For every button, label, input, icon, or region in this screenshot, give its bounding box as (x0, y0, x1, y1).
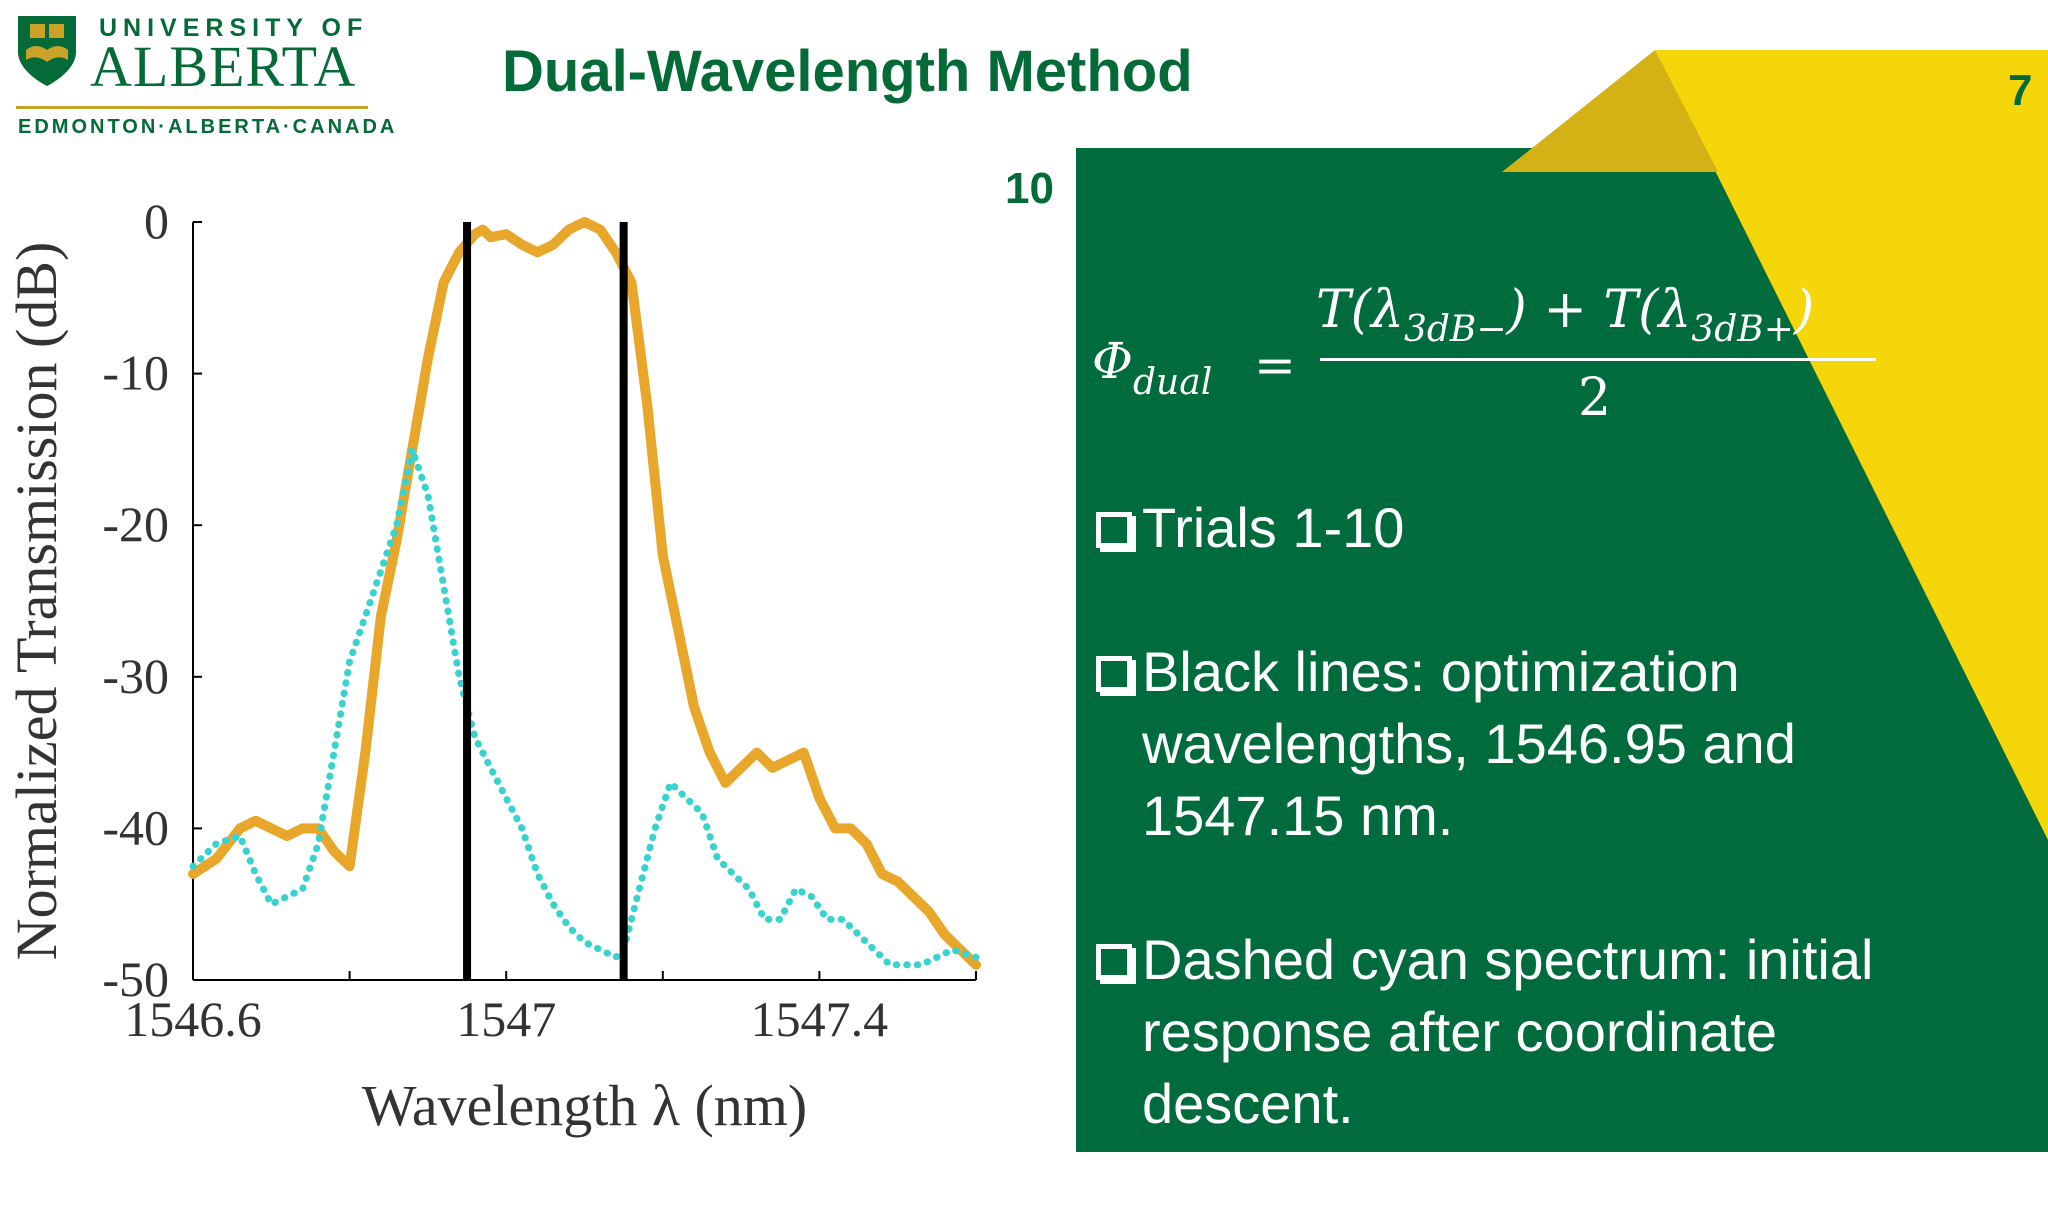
chart-series (188, 217, 981, 970)
y-tick-label: 0 (144, 193, 169, 249)
equation-denominator: 2 (1578, 368, 1612, 428)
y-tick-label: -10 (102, 345, 169, 401)
chart-axes (192, 221, 977, 981)
orange-solid-series (188, 217, 981, 970)
logo-university-of: UNIVERSITY OF (99, 14, 369, 42)
chart-vlines (463, 222, 628, 980)
bullet-text: Dashed cyan spectrum: initial response a… (1142, 928, 1874, 1135)
fraction-bar (1320, 358, 1876, 361)
bullet-text: Black lines: optimization wavelengths, 1… (1142, 640, 1796, 847)
logo-alberta: ALBERTA (90, 34, 357, 99)
checkbox-bullet-icon (1096, 944, 1132, 980)
y-tick-label: -50 (102, 951, 169, 1007)
x-tick-label: 1547 (456, 991, 556, 1047)
equals-sign: = (1254, 336, 1296, 394)
y-tick-label: -20 (102, 496, 169, 552)
bullet-item: Black lines: optimization wavelengths, 1… (1094, 636, 1994, 852)
equation-numerator: T(λ3dB−) + T(λ3dB+) (1316, 280, 1815, 350)
logo-divider (16, 106, 368, 109)
y-tick-label: -40 (102, 799, 169, 855)
num-sub-2: 3dB+ (1691, 309, 1794, 350)
yellow-triangle (1655, 50, 2048, 840)
phi-subscript: dual (1133, 362, 1213, 403)
page-number: 7 (2008, 66, 2033, 115)
num-part-3: ) (1793, 280, 1815, 340)
gold-triangle (1502, 50, 1718, 172)
dual-equation: Φdual = T(λ3dB−) + T(λ3dB+) 2 (1092, 270, 1892, 440)
num-sub-1: 3dB− (1403, 309, 1507, 350)
slide-title: Dual-Wavelength Method (502, 39, 1193, 104)
checkbox-bullet-icon (1096, 656, 1132, 692)
university-logo[interactable]: UNIVERSITY OF ALBERTA EDMONTON·ALBERTA·C… (12, 10, 394, 140)
bullet-text: Trials 1-10 (1142, 496, 1405, 559)
y-tick-label: -30 (102, 648, 169, 704)
checkbox-bullet-icon (1096, 512, 1132, 548)
x-tick-label: 1546.6 (124, 991, 262, 1047)
num-part-2: ) + T(λ (1506, 280, 1692, 340)
logo-location: EDMONTON·ALBERTA·CANADA (18, 116, 398, 138)
y-axis-label: Normalized Transmission (dB) (4, 242, 69, 961)
shield-crest-icon (18, 16, 76, 86)
bullet-item: Dashed cyan spectrum: initial response a… (1094, 924, 1994, 1140)
bullet-item: Trials 1-10 (1094, 492, 1994, 564)
phi-symbol: Φ (1092, 332, 1133, 390)
x-tick-label: 1547.4 (751, 991, 889, 1047)
bullet-list: Trials 1-10 Black lines: optimization wa… (1094, 492, 1994, 1212)
trial-number: 10 (1005, 164, 1054, 213)
num-part-1: T(λ (1316, 280, 1404, 340)
cyan-dotted-series (189, 445, 980, 969)
equation-lhs: Φdual (1092, 332, 1212, 403)
slide-background (1076, 50, 2048, 1152)
x-axis-label: Wavelength λ (nm) (362, 1073, 807, 1138)
